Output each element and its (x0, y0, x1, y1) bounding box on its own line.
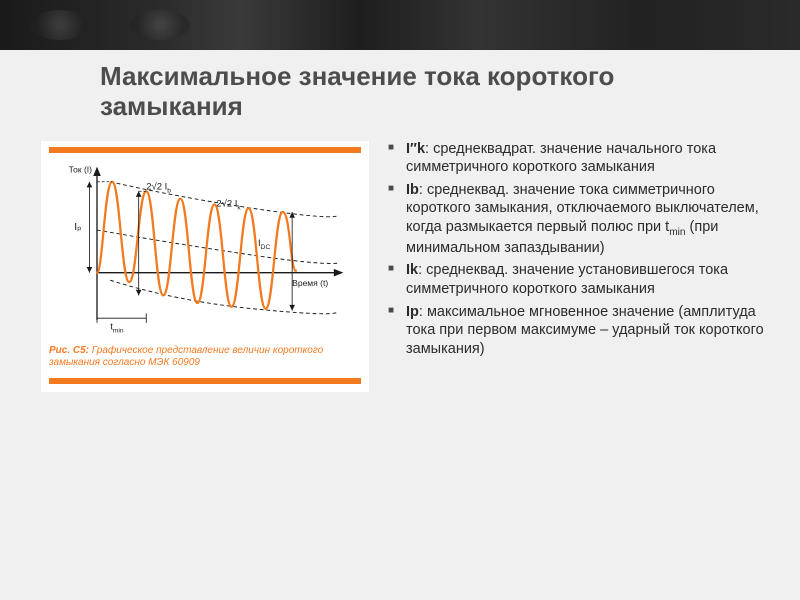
page-title: Максимальное значение тока короткого зам… (100, 62, 760, 122)
svg-text:2√2 Ik: 2√2 Ik (216, 198, 241, 211)
definition-term: Ib (406, 182, 419, 198)
label-ip: Iₚ (74, 222, 81, 233)
y-axis-label: Ток (I) (69, 164, 93, 174)
figure-bottom-bar (49, 378, 361, 384)
header-banner (0, 0, 800, 50)
definition-item: Ik: среднеквад. значение установившегося… (388, 261, 770, 298)
content-row: Ток (I) Время (t) Iₚ 2√2 Ib (0, 140, 800, 393)
definition-item: Ib: среднеквад. значение тока симметричн… (388, 181, 770, 258)
svg-text:IDC: IDC (258, 238, 270, 251)
svg-text:2√2 Ib: 2√2 Ib (146, 181, 171, 194)
definition-item: I″k: среднеквадрат. значение начального … (388, 140, 770, 177)
title-block: Максимальное значение тока короткого зам… (0, 50, 800, 140)
definition-text: : среднеквадрат. значение начального ток… (406, 141, 716, 176)
figure-top-bar (49, 147, 361, 153)
definition-text: : среднеквад. значение установившегося т… (406, 262, 728, 297)
figure-caption-text: Графическое представление величин коротк… (49, 345, 323, 369)
definition-item: Ip: максимальное мгновенное значение (ам… (388, 303, 770, 359)
definition-term: Ik (406, 262, 418, 278)
definition-term: Ip (406, 304, 419, 320)
definition-subscript: min (669, 227, 685, 238)
definition-term: I″k (406, 141, 425, 157)
figure-caption-prefix: Рис. C5: (49, 345, 89, 356)
figure-caption: Рис. C5: Графическое представление велич… (49, 345, 361, 370)
definition-text: : максимальное мгновенное значение (ампл… (406, 304, 764, 357)
x-axis-label: Время (t) (292, 278, 328, 288)
svg-text:tmin: tmin (110, 321, 124, 334)
short-circuit-waveform: Ток (I) Время (t) Iₚ 2√2 Ib (49, 159, 361, 339)
figure-panel: Ток (I) Время (t) Iₚ 2√2 Ib (40, 140, 370, 393)
definitions-list: I″k: среднеквадрат. значение начального … (388, 140, 770, 393)
